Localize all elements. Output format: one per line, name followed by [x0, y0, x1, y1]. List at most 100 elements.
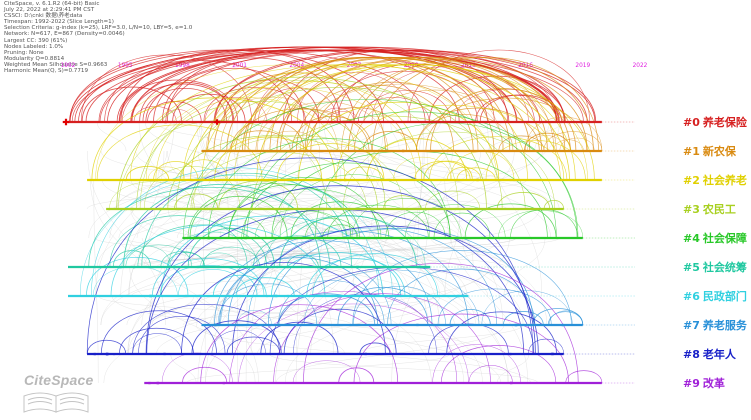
node-marker[interactable] — [274, 294, 277, 298]
node-marker[interactable] — [289, 236, 293, 240]
node-marker[interactable] — [528, 150, 531, 152]
cluster-label[interactable]: #0 养老保险 — [683, 115, 748, 129]
node-marker[interactable] — [416, 295, 418, 297]
node-marker[interactable] — [224, 179, 226, 181]
node-marker[interactable] — [253, 121, 255, 123]
cluster-lane-0[interactable] — [68, 120, 635, 124]
node-marker[interactable] — [206, 382, 208, 384]
node-marker[interactable] — [370, 266, 372, 268]
node-marker[interactable] — [324, 382, 326, 384]
node-marker[interactable] — [422, 237, 425, 239]
node-marker[interactable] — [161, 295, 164, 297]
node-marker[interactable] — [360, 324, 362, 326]
node-marker[interactable] — [330, 294, 334, 298]
node-marker[interactable] — [266, 295, 269, 298]
node-marker[interactable] — [184, 207, 187, 210]
node-marker[interactable] — [426, 382, 428, 384]
node-marker[interactable] — [106, 352, 109, 356]
node-marker[interactable] — [400, 150, 403, 152]
node-marker[interactable] — [156, 381, 160, 385]
node-marker[interactable] — [200, 382, 203, 384]
node-marker[interactable] — [350, 324, 353, 326]
cluster-lane-2[interactable] — [87, 178, 635, 182]
node-marker[interactable] — [476, 178, 479, 182]
node-marker[interactable] — [355, 208, 358, 210]
node-marker[interactable] — [373, 382, 375, 384]
node-marker[interactable] — [164, 178, 167, 182]
node-marker[interactable] — [263, 266, 265, 268]
node-marker[interactable] — [559, 353, 561, 355]
cluster-label[interactable]: #2 社会养老 — [683, 173, 747, 187]
node-marker[interactable] — [201, 353, 203, 355]
major-node-marker[interactable] — [215, 119, 219, 125]
cluster-label[interactable]: #7 养老服务 — [683, 318, 748, 332]
node-marker[interactable] — [486, 353, 489, 355]
node-marker[interactable] — [261, 150, 263, 152]
node-marker[interactable] — [149, 294, 152, 298]
node-marker[interactable] — [336, 237, 338, 239]
node-marker[interactable] — [401, 149, 405, 153]
node-marker[interactable] — [390, 150, 393, 152]
node-marker[interactable] — [235, 121, 237, 123]
cluster-lane-9[interactable] — [144, 381, 635, 385]
node-marker[interactable] — [524, 149, 527, 153]
node-marker[interactable] — [501, 237, 503, 239]
node-marker[interactable] — [542, 382, 545, 384]
node-marker[interactable] — [321, 179, 323, 181]
node-marker[interactable] — [411, 295, 414, 297]
node-marker[interactable] — [290, 179, 292, 181]
node-marker[interactable] — [391, 295, 393, 297]
cluster-lane-4[interactable] — [182, 236, 635, 240]
node-marker[interactable] — [425, 265, 428, 268]
node-marker[interactable] — [222, 381, 225, 385]
node-marker[interactable] — [561, 179, 563, 181]
node-marker[interactable] — [421, 237, 424, 239]
node-marker[interactable] — [207, 236, 210, 240]
node-marker[interactable] — [508, 150, 511, 152]
node-marker[interactable] — [316, 295, 319, 297]
node-marker[interactable] — [356, 265, 359, 269]
node-marker[interactable] — [286, 294, 290, 298]
node-marker[interactable] — [366, 324, 369, 326]
node-marker[interactable] — [461, 324, 464, 326]
node-marker[interactable] — [507, 353, 510, 355]
node-marker[interactable] — [349, 353, 351, 355]
node-marker[interactable] — [275, 294, 278, 298]
node-marker[interactable] — [594, 121, 597, 123]
node-marker[interactable] — [99, 179, 101, 181]
node-marker[interactable] — [163, 266, 165, 268]
node-marker[interactable] — [287, 121, 290, 123]
node-marker[interactable] — [364, 352, 367, 356]
node-marker[interactable] — [342, 266, 345, 268]
node-marker[interactable] — [208, 208, 211, 210]
cluster-label[interactable]: #6 民政部门 — [683, 289, 747, 303]
node-marker[interactable] — [509, 352, 512, 356]
node-marker[interactable] — [262, 150, 264, 152]
node-marker[interactable] — [260, 266, 263, 268]
cluster-label[interactable]: #8 老年人 — [683, 347, 737, 361]
node-marker[interactable] — [319, 266, 322, 268]
node-marker[interactable] — [551, 352, 554, 356]
node-marker[interactable] — [305, 149, 308, 152]
node-marker[interactable] — [560, 208, 563, 210]
node-marker[interactable] — [250, 150, 253, 152]
node-marker[interactable] — [330, 266, 332, 268]
node-marker[interactable] — [509, 178, 512, 182]
node-marker[interactable] — [148, 381, 151, 385]
node-marker[interactable] — [214, 323, 217, 327]
node-marker[interactable] — [434, 324, 436, 326]
node-marker[interactable] — [534, 353, 536, 355]
node-marker[interactable] — [580, 120, 583, 124]
node-marker[interactable] — [252, 324, 254, 326]
node-marker[interactable] — [107, 121, 110, 124]
node-marker[interactable] — [457, 294, 460, 298]
major-node-marker[interactable] — [64, 118, 68, 126]
node-marker[interactable] — [208, 150, 210, 152]
node-marker[interactable] — [463, 237, 466, 239]
cluster-lane-1[interactable] — [201, 149, 635, 153]
node-marker[interactable] — [509, 381, 513, 385]
node-marker[interactable] — [169, 353, 171, 355]
node-marker[interactable] — [430, 149, 433, 153]
cluster-label[interactable]: #5 社会统筹 — [683, 260, 747, 274]
node-marker[interactable] — [467, 179, 469, 181]
